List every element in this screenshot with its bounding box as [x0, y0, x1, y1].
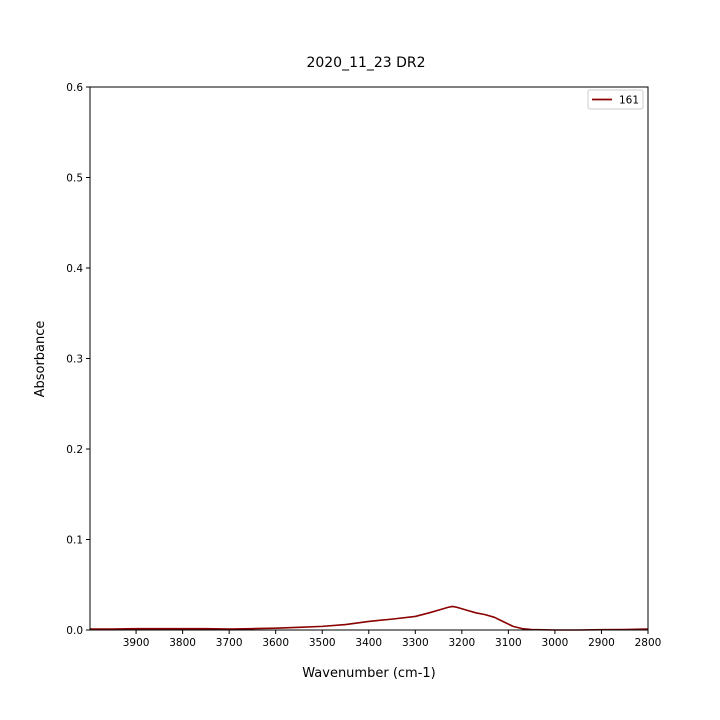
x-tick-label: 3700 — [216, 637, 243, 649]
x-tick-label: 2900 — [588, 637, 615, 649]
series-layer — [90, 605, 649, 631]
y-tick-label: 0.0 — [66, 625, 83, 637]
x-tick-label: 3300 — [402, 637, 429, 649]
x-tick-label: 3900 — [123, 637, 150, 649]
x-tick-label: 3100 — [495, 637, 522, 649]
legend: 161 — [587, 89, 644, 110]
series-line-161 — [90, 605, 649, 631]
x-axis-ticks: 3900 3800 3700 3600 3500 3400 3300 3200 3100 3000… — [123, 630, 662, 649]
y-tick-label: 0.4 — [66, 263, 83, 275]
y-axis-ticks: 0.0 0.1 0.2 0.3 0.4 0.5 0.6 — [66, 82, 90, 637]
y-tick-label: 0.5 — [66, 173, 83, 185]
y-tick-label: 0.6 — [66, 82, 83, 94]
y-tick-label: 0.3 — [66, 354, 83, 366]
plot-frame — [89, 86, 649, 631]
legend-box — [587, 89, 644, 110]
y-tick-label: 0.2 — [66, 444, 83, 456]
x-tick-label: 3400 — [355, 637, 382, 649]
x-tick-label: 3500 — [309, 637, 336, 649]
legend-label-161: 161 — [619, 95, 639, 107]
x-tick-label: 3800 — [169, 637, 196, 649]
x-tick-label: 3000 — [542, 637, 569, 649]
chart-title: 2020_11_23 DR2 — [306, 55, 425, 71]
x-tick-label: 2800 — [635, 637, 662, 649]
x-tick-label: 3200 — [448, 637, 475, 649]
x-tick-label: 3600 — [262, 637, 289, 649]
x-axis-label: Wavenumber (cm-1) — [302, 666, 435, 681]
y-tick-label: 0.1 — [66, 535, 83, 547]
y-axis-label: Absorbance — [33, 321, 48, 398]
